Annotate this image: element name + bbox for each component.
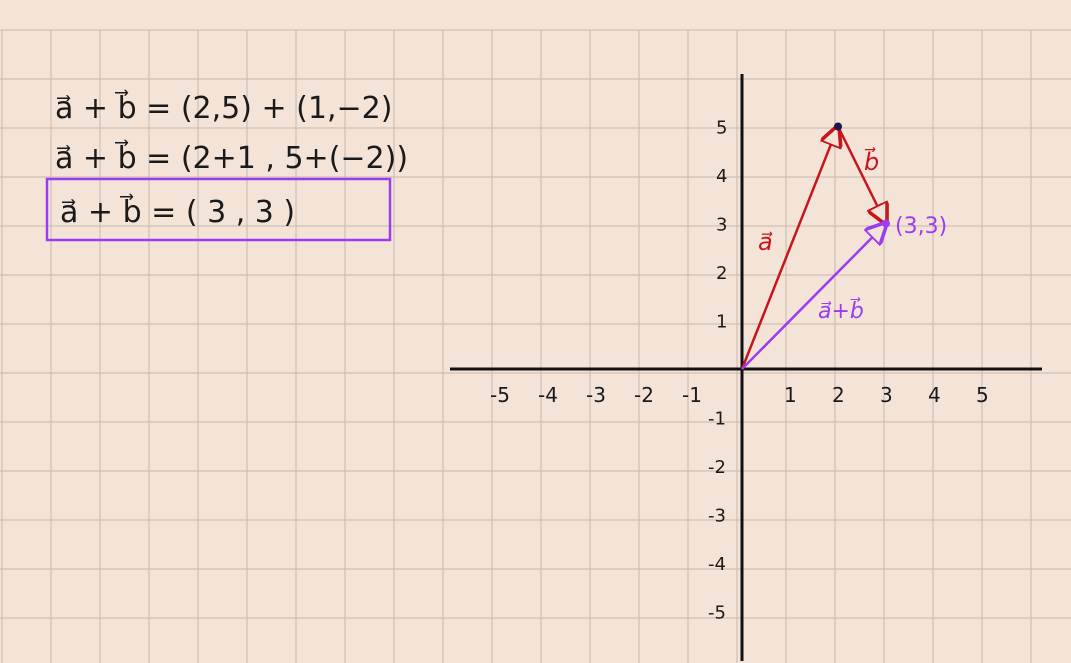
y-tick-label: 4 [716,166,727,187]
vector-a-label: a⃗ [758,228,773,256]
y-tick-label: -1 [708,409,726,430]
x-tick-label: -1 [682,383,702,407]
x-tick-label: 2 [832,383,845,407]
x-tick-label: -3 [586,383,606,407]
x-tick-label: 4 [928,383,941,407]
equation-line-3: a⃗ + b⃗ = ( 3 , 3 ) [60,194,295,230]
x-tick-label: 1 [784,383,797,407]
vector-b-arrow [836,125,886,224]
y-tick-label: 1 [716,312,727,333]
x-tick-label: -5 [490,383,510,407]
vector-b-label: b⃗ [864,147,879,176]
x-tick-label: -2 [634,383,654,407]
y-tick-label: 2 [716,263,727,284]
y-tick-label: -5 [708,603,726,624]
answer-box [45,177,392,242]
vector-a-arrow [740,127,838,370]
result-point-label: (3,3) [895,214,947,239]
equation-line-2: a⃗ + b⃗ = (2+1 , 5+(−2)) [55,140,408,176]
y-tick-label: -4 [708,554,726,575]
equation-line-1: a⃗ + b⃗ = (2,5) + (1,−2) [55,90,392,126]
y-tick-label: -3 [708,506,726,527]
y-tick-label: 5 [716,118,727,139]
result-point [882,219,890,228]
y-tick-label: 3 [716,215,727,236]
x-tick-label: 5 [976,383,989,407]
vector-a-tip-point [834,122,842,131]
grid-paper [0,29,1071,663]
equations-block: a⃗ + b⃗ = (2,5) + (1,−2) a⃗ + b⃗ = (2+1 … [45,90,408,242]
x-axis-ticks: -5 -4 -3 -2 -1 1 2 3 4 5 [490,383,989,407]
vector-sum-label: a⃗+b⃗ [818,297,864,324]
y-axis-ticks: 5 4 3 2 1 -1 -2 -3 -4 -5 [708,118,727,624]
y-tick-label: -2 [708,457,726,478]
x-tick-label: 3 [880,383,893,407]
x-tick-label: -4 [538,383,558,407]
vector-sum-arrow [741,224,886,370]
